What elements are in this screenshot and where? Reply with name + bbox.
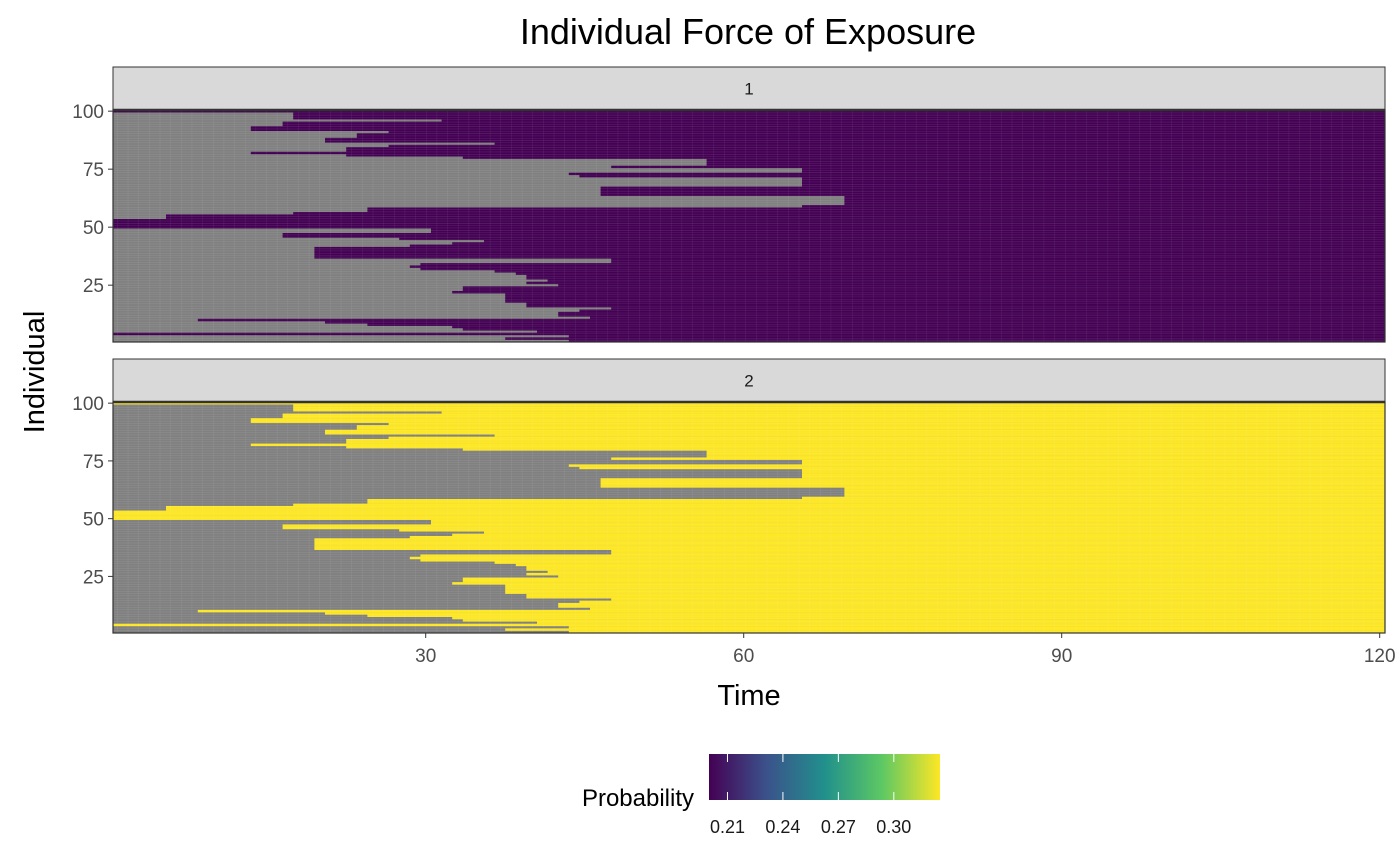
cell-grid: [113, 402, 1385, 633]
legend: Probability 0.21 0.24 0.27 0.30: [582, 754, 940, 837]
cell-grid: [113, 110, 1385, 342]
y-tick-label: 50: [83, 510, 104, 531]
x-tick-label: 30: [415, 646, 436, 667]
legend-tick-label: 0.24: [765, 817, 800, 837]
y-tick-label: 100: [72, 102, 104, 123]
facet-strip-label: 2: [744, 372, 753, 391]
facet-panel-2: 2 25 50 75 100: [72, 358, 1386, 634]
facets: 1 25 50 75 100 2 25 50 75 100: [72, 66, 1386, 634]
x-axis-title: Time: [717, 680, 780, 712]
y-tick-label: 50: [83, 218, 104, 239]
y-tick-label: 75: [83, 160, 104, 181]
x-tick-label: 90: [1051, 646, 1072, 667]
legend-ticks: 0.21 0.24 0.27 0.30: [710, 754, 911, 837]
facet-strip: [112, 66, 1386, 111]
facet-strip: [112, 358, 1386, 403]
chart-title: Individual Force of Exposure: [520, 11, 976, 52]
legend-colorbar: [709, 754, 940, 800]
y-axis-title: Individual: [19, 311, 51, 434]
x-tick-label: 120: [1364, 646, 1396, 667]
x-axis: 30 60 90 120: [415, 633, 1396, 667]
legend-tick-label: 0.30: [876, 817, 911, 837]
legend-tick-label: 0.21: [710, 817, 745, 837]
legend-tick-label: 0.27: [821, 817, 856, 837]
y-tick-label: 75: [83, 452, 104, 473]
y-tick-label: 100: [72, 394, 104, 415]
x-tick-label: 60: [733, 646, 754, 667]
y-tick-label: 25: [83, 567, 104, 588]
facet-strip-label: 1: [744, 80, 753, 99]
y-tick-label: 25: [83, 276, 104, 297]
facet-panel-1: 1 25 50 75 100: [72, 66, 1386, 343]
legend-title: Probability: [582, 785, 694, 812]
